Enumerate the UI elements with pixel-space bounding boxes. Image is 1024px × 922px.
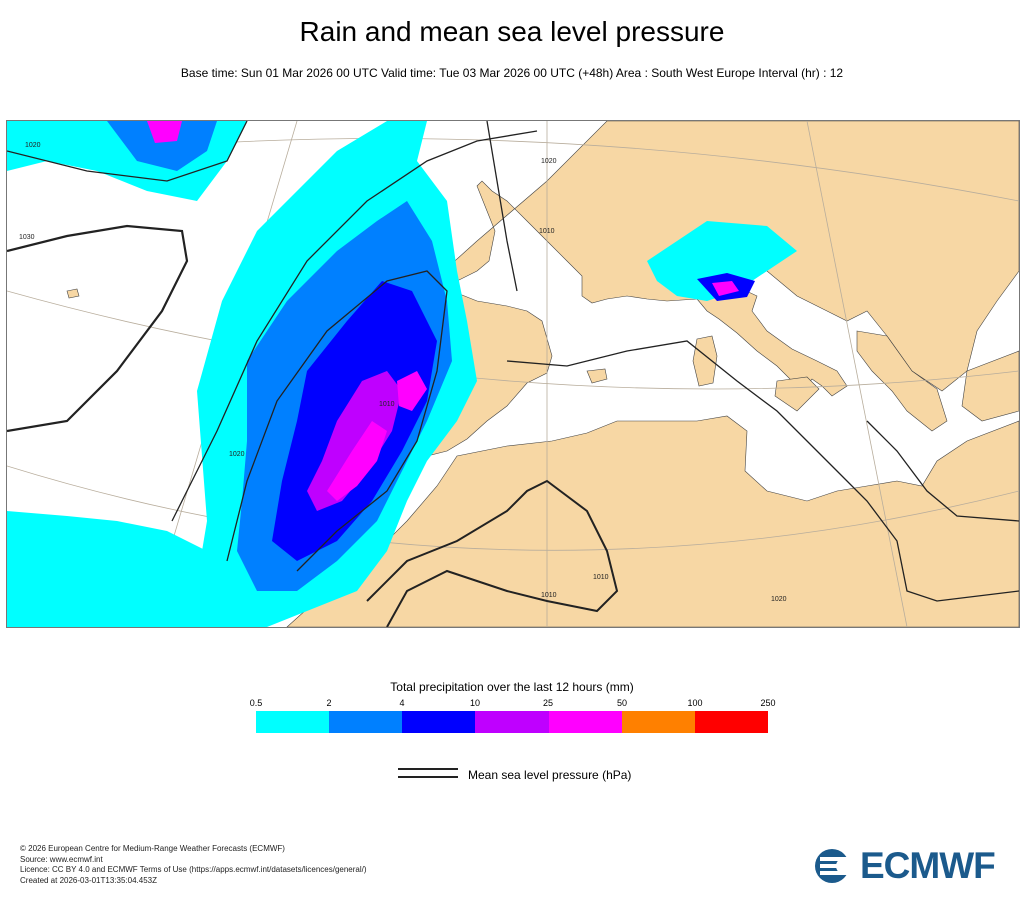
isobar-legend-label: Mean sea level pressure (hPa) [468,768,632,782]
precipitation-legend-title: Total precipitation over the last 12 hou… [390,680,634,694]
isobar-1020-north [7,121,248,182]
weather-map: 1020 1030 1020 1010 1020 1010 1020 1010 … [6,120,1020,628]
precip-magenta-north [147,121,182,143]
isobar-label: 1020 [771,596,787,603]
isobar-legend-swatch [398,768,458,780]
land-turkey [961,350,1019,422]
isobar-1030 [7,224,189,433]
ecmwf-logo: ECMWF [814,846,1004,886]
legend-color-segment [548,711,622,733]
isobar-label: 1020 [541,158,557,165]
precip-blue-north [107,121,217,171]
isobar-1020-mid [171,130,538,522]
legend-tick: 100 [687,698,703,708]
precipitation-legend-ticks: 0.5 2 4 10 25 50 100 250 [250,698,776,710]
isobar-1020-east [866,420,1019,522]
legend-color-segment [621,711,695,733]
legend-tick: 25 [542,698,554,708]
land-canaries [66,288,80,299]
legend-tick: 4 [399,698,405,708]
isobar-1020-med [506,340,1019,602]
precip-purple-main [307,371,402,511]
isobar-label: 1030 [19,234,35,241]
ecmwf-logo-icon [815,849,856,883]
ecmwf-logo-text: ECMWF [860,845,996,886]
isobar-1010-africa [366,479,619,627]
isobar-label: 1020 [229,451,245,458]
precip-cyan-west [7,511,237,627]
legend-color-segment [475,711,549,733]
precip-cyan-italy [647,221,797,301]
land-sardinia [692,335,718,387]
land-italy [696,288,848,402]
graticule [7,121,1019,627]
chart-subtitle: Base time: Sun 01 Mar 2026 00 UTC Valid … [180,66,844,80]
precipitation-fields [7,121,797,627]
legend-color-segment [329,711,403,733]
footer: © 2026 European Centre for Medium-Range … [20,844,367,886]
legend-tick: 50 [616,698,628,708]
footer-licence: Licence: CC BY 4.0 and ECMWF Terms of Us… [20,865,367,874]
precip-magenta-italy [712,281,739,296]
isobar-1010-north [486,121,518,292]
isobar-label: 1010 [539,228,555,235]
legend-tick: 2 [326,698,332,708]
legend-color-segment [402,711,476,733]
precip-magenta-iberia [397,371,427,411]
isobar-label: 1010 [379,401,395,408]
footer-copyright: © 2026 European Centre for Medium-Range … [20,844,285,853]
legend-color-segment [694,711,768,733]
land-north-africa [286,415,1019,627]
legend-tick: 250 [760,698,776,708]
land-greece [856,330,948,432]
legend-tick: 0.5 [249,698,263,708]
land-sicily [774,376,820,412]
isobar-label: 1010 [593,574,609,581]
footer-created: Created at 2026-03-01T13:35:04.453Z [20,875,157,885]
isobar-label: 1010 [541,592,557,599]
precip-magenta-main [327,421,387,501]
isobar-1010 [226,270,448,572]
footer-source: Source: www.ecmwf.int [20,854,103,864]
land-mallorca [586,368,608,384]
legend-color-segment [256,711,330,733]
legend-tick: 10 [469,698,481,708]
isobar-labels: 1020 1030 1020 1010 1020 1010 1020 1010 … [19,142,787,603]
islands [66,288,608,384]
isobars [7,121,1019,627]
chart-title: Rain and mean sea level pressure [299,16,725,47]
isobar-label: 1020 [25,142,41,149]
precipitation-legend-bar [256,711,768,733]
